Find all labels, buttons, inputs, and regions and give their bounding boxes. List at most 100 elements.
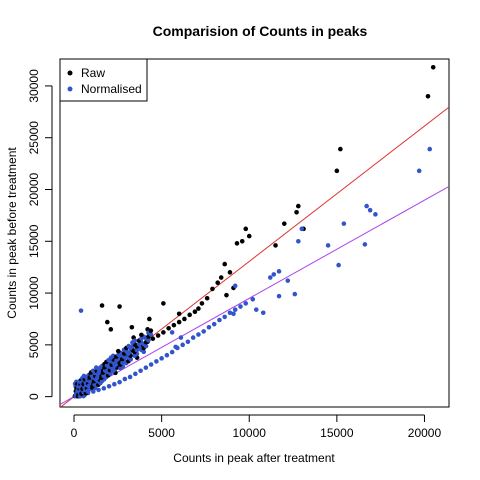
raw-point <box>166 325 171 331</box>
normalised-point <box>260 310 266 316</box>
raw-point <box>99 303 105 308</box>
legend-marker <box>67 86 73 92</box>
data-points <box>72 64 436 399</box>
y-tick-label: 5000 <box>27 331 41 358</box>
normalised-point <box>231 311 236 317</box>
normalised-point <box>206 324 212 330</box>
normalised-point <box>373 212 378 217</box>
raw-point <box>176 311 182 317</box>
normalised-point <box>117 379 122 385</box>
y-axis: 0 5000 10000 15000 20000 25000 30000 <box>27 69 53 400</box>
normalised-point <box>90 389 96 394</box>
y-tick-label: 10000 <box>27 276 41 310</box>
normalised-point <box>232 307 238 312</box>
normalised-point <box>267 275 273 280</box>
normalised-point <box>299 226 305 232</box>
normalised-point <box>325 243 331 248</box>
raw-point <box>425 93 431 99</box>
raw-point <box>117 304 122 309</box>
normalised-point <box>292 291 298 297</box>
normalised-point <box>276 269 282 274</box>
raw-point <box>161 330 166 335</box>
x-tick-label: 0 <box>71 426 78 440</box>
x-tick-label: 10000 <box>233 426 267 440</box>
normalised-point <box>296 238 301 244</box>
normalised-point <box>185 339 191 345</box>
x-axis-label: Counts in peak after treatment <box>173 451 335 465</box>
x-tick-label: 15000 <box>320 426 354 440</box>
raw-point <box>129 324 135 330</box>
raw-point <box>199 301 205 306</box>
normalised-point <box>416 168 422 174</box>
normalised-point <box>173 344 178 350</box>
x-axis: 0 5000 10000 15000 20000 <box>71 414 442 440</box>
raw-point <box>430 64 436 70</box>
normalised-point <box>336 262 341 268</box>
y-tick-label: 0 <box>27 393 41 400</box>
normalised-point <box>148 362 154 367</box>
raw-point <box>108 327 114 332</box>
normalised-point <box>132 338 138 343</box>
normalised-point <box>276 293 282 299</box>
plot-area <box>59 58 450 408</box>
raw-point <box>139 332 144 338</box>
normalised-point <box>211 321 217 327</box>
normalised-point <box>169 330 175 335</box>
normalised-point <box>217 317 222 323</box>
normalised-point <box>122 376 128 382</box>
normalised-point <box>285 278 291 283</box>
normalised-point <box>427 146 433 152</box>
normalised-point <box>362 242 368 247</box>
raw-point <box>227 270 233 275</box>
raw-point <box>239 238 245 244</box>
normalised-point <box>106 383 112 389</box>
normalised-point <box>201 329 206 334</box>
raw-point <box>243 226 249 232</box>
raw-point <box>196 306 201 311</box>
normalised-point <box>243 301 249 306</box>
raw-point <box>187 312 192 318</box>
normalised-point <box>364 203 369 209</box>
normalised-point <box>127 374 133 380</box>
raw-point <box>218 275 224 280</box>
normalised-point <box>112 381 117 387</box>
normalised-point <box>78 308 84 313</box>
raw-point <box>171 322 177 328</box>
legend-marker <box>67 70 73 76</box>
plot-frame <box>59 58 450 408</box>
x-tick-label: 20000 <box>408 426 442 440</box>
normalised-point <box>227 310 233 316</box>
raw-point <box>246 233 252 239</box>
raw-point <box>161 301 166 306</box>
raw-point <box>182 316 187 322</box>
normalised-point <box>367 207 373 213</box>
raw-point <box>294 209 299 215</box>
raw-point <box>105 319 110 325</box>
normalised-point <box>101 386 107 391</box>
raw-point <box>281 221 287 226</box>
raw-point <box>334 168 340 174</box>
raw-point <box>115 348 121 354</box>
raw-point <box>222 261 228 267</box>
y-tick-label: 25000 <box>27 121 41 155</box>
y-tick-label: 30000 <box>27 69 41 103</box>
normalised-point <box>253 307 259 312</box>
raw-point <box>204 295 210 301</box>
raw-point <box>147 316 152 322</box>
raw-point <box>338 146 343 152</box>
normalised-point <box>178 335 184 340</box>
normalised-point <box>138 368 143 374</box>
legend-label: Normalised <box>81 82 142 96</box>
normalised-point <box>222 314 228 320</box>
normalised-point <box>133 371 138 377</box>
normalised-point <box>250 296 256 302</box>
y-axis-label: Counts in peak before treatment <box>5 147 19 319</box>
legend-label: Raw <box>81 66 105 80</box>
legend: Raw Normalised <box>59 58 148 102</box>
normalised-point <box>169 349 175 355</box>
raw-point <box>296 203 301 209</box>
y-tick-label: 15000 <box>27 224 41 258</box>
fit-line-normalised-fit <box>60 185 449 405</box>
normalised-point <box>190 335 196 340</box>
